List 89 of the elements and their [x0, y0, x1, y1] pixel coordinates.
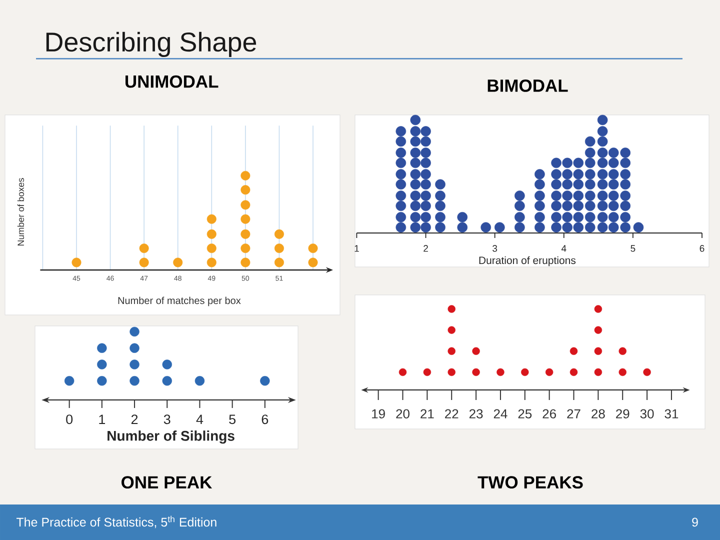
point	[139, 244, 149, 254]
point	[274, 244, 284, 254]
x-tick-label: 27	[567, 409, 580, 418]
point	[206, 214, 216, 224]
x-tick-label: 26	[542, 409, 556, 418]
x-tick-label: 1	[354, 245, 359, 252]
point	[448, 347, 456, 355]
point	[173, 258, 183, 268]
x-tick-label: 5	[229, 414, 236, 424]
y-axis-title: Number of boxes	[17, 178, 24, 246]
point	[274, 258, 284, 268]
x-tick-label: 6	[262, 414, 268, 424]
text: 9	[692, 518, 698, 527]
text: ONE PEAK	[122, 476, 212, 489]
point	[308, 258, 318, 268]
point	[260, 376, 270, 386]
point	[594, 326, 602, 334]
point	[594, 305, 602, 313]
point	[448, 326, 456, 334]
point	[139, 258, 149, 268]
x-axis-title: Duration of eruptions	[479, 256, 576, 266]
point	[448, 368, 456, 376]
x-tick-label: 4	[196, 414, 204, 424]
x-tick-label: 3	[492, 245, 498, 252]
point	[97, 360, 107, 370]
point	[240, 185, 250, 195]
x-tick-label: 21	[420, 409, 434, 418]
point	[618, 347, 626, 355]
point	[472, 347, 480, 355]
point	[240, 244, 250, 254]
point	[64, 376, 74, 386]
point	[97, 343, 107, 353]
point	[496, 368, 504, 376]
x-tick-label: 31	[664, 409, 678, 418]
chart-title: BIMODAL	[488, 79, 568, 92]
x-tick-label: 3	[164, 414, 170, 424]
text: The Practice of Statistics, 5$^{th}$ Edition	[16, 516, 216, 528]
point	[398, 368, 407, 376]
point	[570, 347, 578, 355]
point	[448, 305, 456, 313]
x-tick-label: 5	[630, 245, 636, 252]
x-tick-label: 6	[700, 245, 704, 252]
point	[206, 244, 216, 254]
x-tick-label: 30	[640, 409, 654, 418]
point	[162, 360, 172, 370]
x-tick-label: 29	[616, 409, 630, 418]
point	[206, 229, 216, 239]
x-tick-label: 0	[66, 414, 73, 424]
x-tick-label: 20	[396, 409, 410, 418]
x-axis-title: Number of matches per box	[118, 296, 241, 306]
point	[240, 214, 250, 224]
point	[423, 368, 432, 376]
point	[594, 347, 602, 355]
point	[97, 376, 107, 386]
point	[618, 368, 626, 376]
point	[240, 200, 250, 210]
x-tick-label: 2	[424, 245, 428, 252]
point	[240, 258, 250, 268]
point	[240, 229, 250, 239]
point	[643, 368, 651, 376]
point	[240, 170, 250, 180]
text: Describing Shape	[46, 32, 256, 57]
point	[130, 326, 140, 337]
x-tick-label: 28	[592, 409, 605, 418]
point	[570, 368, 578, 376]
x-tick-label: 23	[469, 409, 483, 418]
point	[274, 229, 284, 239]
point	[521, 368, 529, 376]
point	[130, 360, 140, 370]
x-tick-label: 1	[99, 414, 106, 424]
point	[72, 258, 82, 268]
x-tick-label: 4	[561, 245, 566, 252]
point	[594, 368, 602, 376]
point	[308, 244, 318, 254]
chart-title: UNIMODAL	[126, 75, 218, 88]
text: TWO PEAKS	[478, 476, 583, 489]
x-axis-title: Number of Siblings	[108, 430, 234, 444]
point	[206, 258, 216, 268]
point	[130, 376, 140, 386]
point	[194, 376, 205, 386]
point	[162, 376, 172, 386]
x-tick-label: 25	[518, 409, 532, 418]
x-tick-label: 24	[494, 409, 508, 418]
point	[130, 343, 140, 353]
x-tick-label: 22	[445, 409, 458, 418]
x-tick-label: 2	[131, 414, 138, 424]
point	[545, 368, 554, 376]
x-tick-label: 19	[372, 409, 385, 418]
point	[472, 368, 480, 376]
